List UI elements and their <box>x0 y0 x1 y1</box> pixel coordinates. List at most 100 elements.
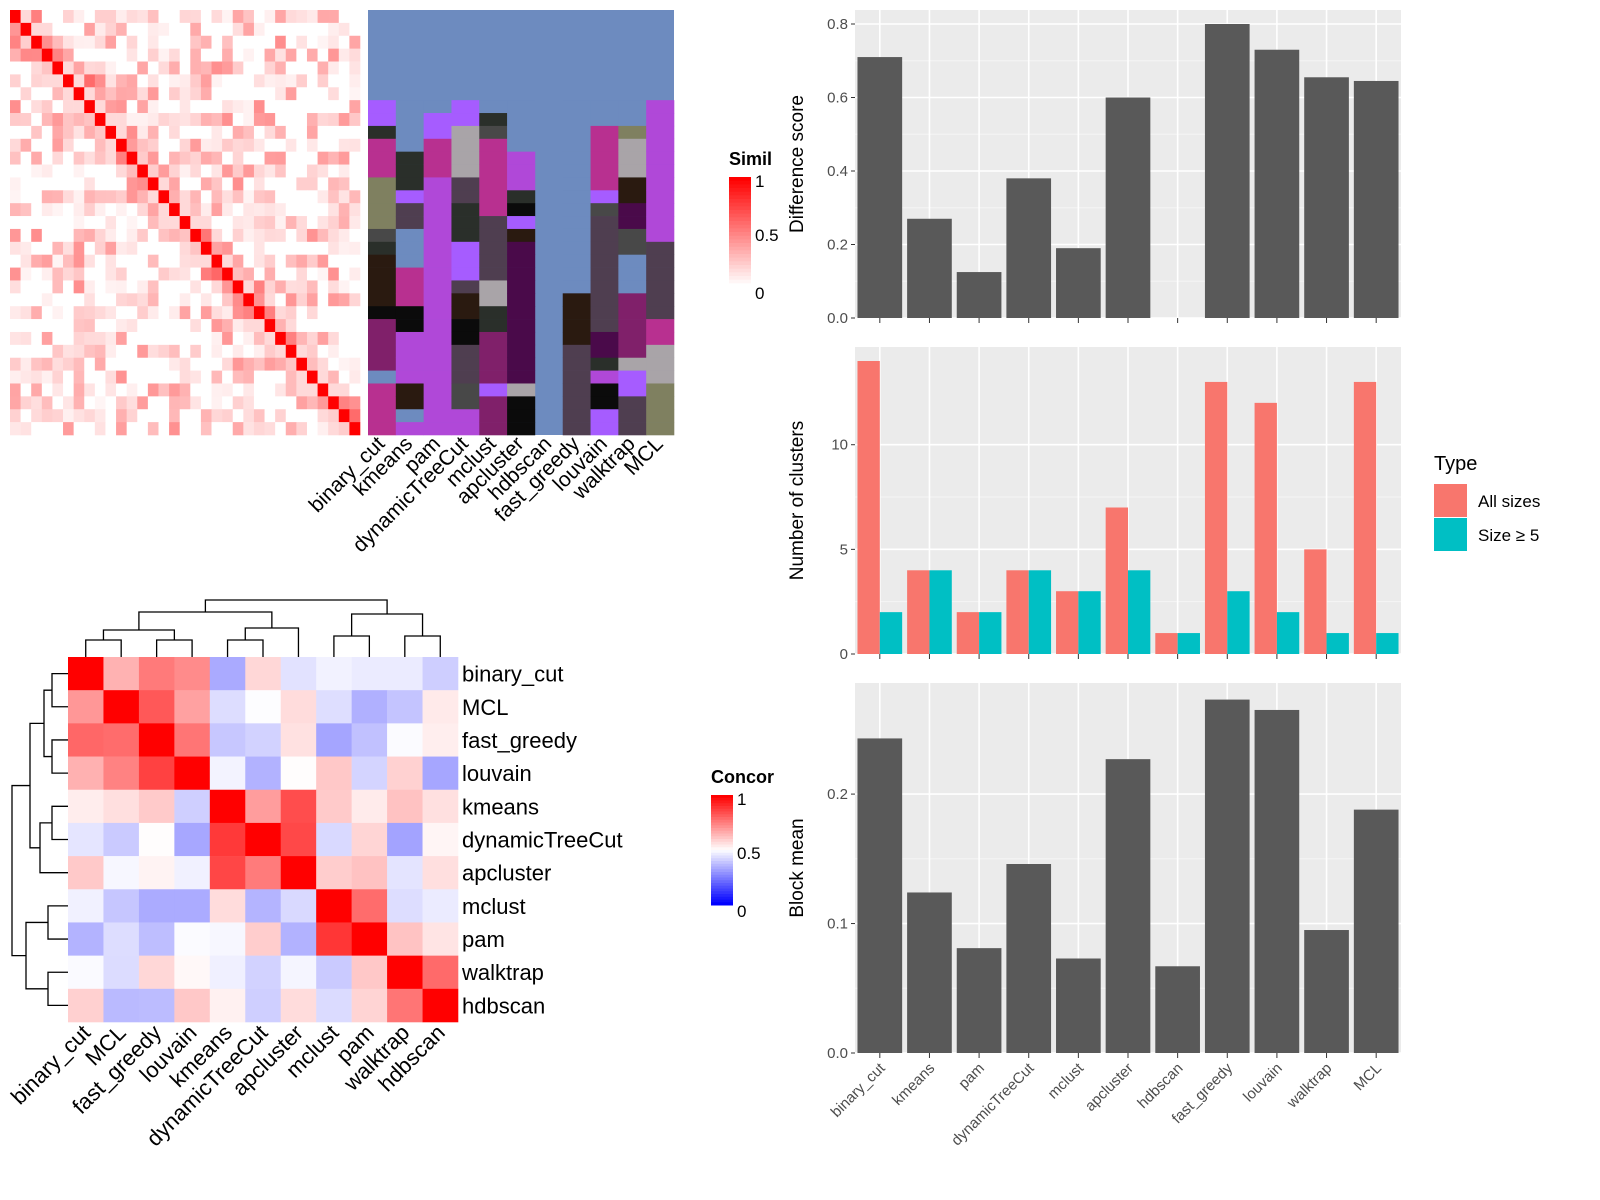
membership-cell <box>451 216 480 230</box>
similarity-cell <box>20 125 32 140</box>
membership-cell <box>479 125 508 140</box>
similarity-cell <box>222 370 234 384</box>
similarity-cell <box>137 177 149 191</box>
membership-cell <box>479 100 508 114</box>
similarity-cell <box>211 10 223 24</box>
similarity-cell <box>126 87 138 101</box>
similarity-cell <box>158 100 170 114</box>
similarity-cell <box>41 280 53 294</box>
membership-cell <box>646 280 675 294</box>
similarity-cell <box>84 422 96 436</box>
similarity-cell <box>94 306 106 320</box>
similarity-cell <box>264 216 276 230</box>
membership-cell <box>368 203 397 217</box>
concordance-cell <box>387 856 423 890</box>
similarity-cell <box>200 151 212 165</box>
similarity-cell <box>158 344 170 359</box>
similarity-cell <box>264 357 276 371</box>
membership-cell <box>451 203 480 217</box>
membership-cell <box>562 125 591 140</box>
similarity-cell <box>306 125 318 140</box>
similarity-cell <box>317 125 329 140</box>
similarity-legend-swatch <box>729 257 751 262</box>
similarity-cell <box>84 48 96 62</box>
concordance-cell <box>68 955 104 990</box>
membership-cell <box>395 319 424 333</box>
similarity-cell <box>31 216 43 230</box>
similarity-cell <box>31 228 43 243</box>
similarity-legend-swatch <box>729 246 751 251</box>
similarity-cell <box>137 319 149 333</box>
bar-all-sizes <box>1304 549 1327 654</box>
membership-cell <box>451 370 480 384</box>
similarity-cell <box>137 409 149 423</box>
similarity-cell <box>31 10 43 24</box>
similarity-cell <box>158 228 170 243</box>
similarity-cell <box>200 331 212 346</box>
similarity-cell <box>63 228 74 243</box>
similarity-cell <box>73 10 85 24</box>
similarity-cell <box>169 241 180 255</box>
similarity-cell <box>317 267 329 281</box>
similarity-cell <box>84 125 96 140</box>
membership-cell <box>423 190 452 204</box>
membership-cell <box>395 113 424 127</box>
membership-cell <box>423 216 452 230</box>
concordance-cell <box>245 955 282 990</box>
concordance-legend-tick: 0 <box>737 902 746 921</box>
similarity-cell <box>328 74 340 88</box>
membership-cell <box>368 306 397 320</box>
similarity-cell <box>20 22 32 37</box>
similarity-cell <box>158 254 170 268</box>
membership-cell <box>507 138 536 152</box>
similarity-cell <box>158 370 170 384</box>
similarity-cell <box>105 10 117 24</box>
similarity-cell <box>232 113 244 127</box>
similarity-cell <box>116 74 127 88</box>
similarity-cell <box>31 151 43 165</box>
similarity-cell <box>328 10 340 24</box>
similarity-cell <box>179 267 191 281</box>
similarity-cell <box>211 203 223 217</box>
similarity-cell <box>126 48 138 62</box>
similarity-cell <box>179 87 191 101</box>
similarity-cell <box>31 203 43 217</box>
similarity-cell <box>116 61 127 75</box>
similarity-cell <box>147 138 159 152</box>
bar-all-sizes <box>956 612 980 654</box>
concordance-cell <box>209 889 246 923</box>
similarity-cell <box>253 280 265 294</box>
membership-cell <box>507 228 536 243</box>
similarity-legend-swatch <box>729 195 751 200</box>
similarity-cell <box>73 138 85 152</box>
similarity-cell <box>232 267 244 281</box>
similarity-cell <box>84 370 96 384</box>
similarity-cell <box>338 306 350 320</box>
membership-cell <box>618 177 647 191</box>
membership-cell <box>451 177 480 191</box>
similarity-cell <box>94 241 106 255</box>
similarity-cell <box>63 306 74 320</box>
similarity-cell <box>222 151 234 165</box>
similarity-cell <box>20 203 32 217</box>
membership-cell <box>423 357 452 371</box>
similarity-cell <box>179 293 191 307</box>
similarity-cell <box>349 241 361 255</box>
membership-cell <box>395 422 424 436</box>
similarity-cell <box>31 357 43 371</box>
similarity-cell <box>275 344 287 359</box>
similarity-cell <box>285 164 297 178</box>
membership-cell <box>479 254 508 268</box>
similarity-cell <box>338 203 350 217</box>
similarity-cell <box>317 280 329 294</box>
similarity-cell <box>243 48 255 62</box>
concordance-legend-swatch <box>711 852 733 856</box>
membership-cell <box>590 357 619 371</box>
similarity-cell <box>275 22 287 37</box>
concordance-cell <box>245 690 282 724</box>
similarity-cell <box>31 138 43 152</box>
concordance-cell <box>209 756 246 791</box>
similarity-cell <box>52 228 64 243</box>
similarity-cell <box>338 35 350 49</box>
membership-cell <box>618 280 647 294</box>
